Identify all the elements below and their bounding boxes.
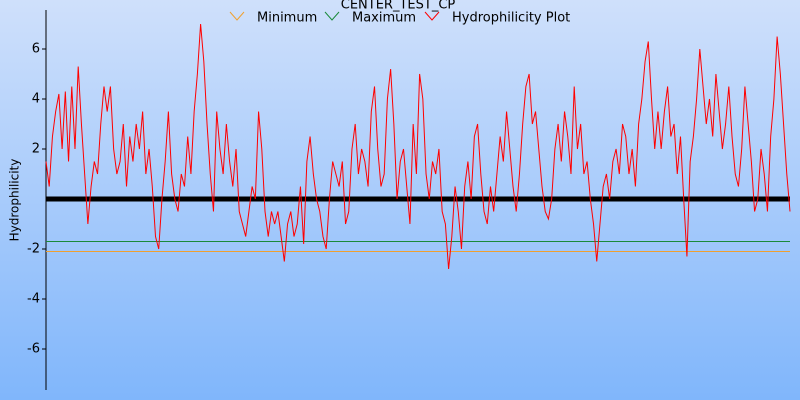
- chart-title: CENTER_TEST_CP: [341, 0, 456, 13]
- legend-icon: [229, 11, 245, 21]
- y-tick-label: -4: [27, 292, 40, 307]
- y-tick-label: 4: [32, 92, 40, 107]
- data-line: [45, 23, 791, 270]
- y-tick-label: -2: [27, 242, 40, 257]
- legend-label: Minimum: [257, 11, 317, 26]
- y-tick-label: -6: [27, 342, 40, 357]
- y-axis-label: Hydrophilicity: [8, 159, 22, 242]
- legend-label: Hydrophilicity Plot: [452, 11, 570, 26]
- legend-label: Maximum: [352, 11, 416, 26]
- legend-icon: [324, 11, 340, 21]
- y-tick-label: 2: [32, 142, 40, 157]
- legend-icon: [424, 11, 440, 21]
- y-tick-label: 6: [32, 42, 40, 57]
